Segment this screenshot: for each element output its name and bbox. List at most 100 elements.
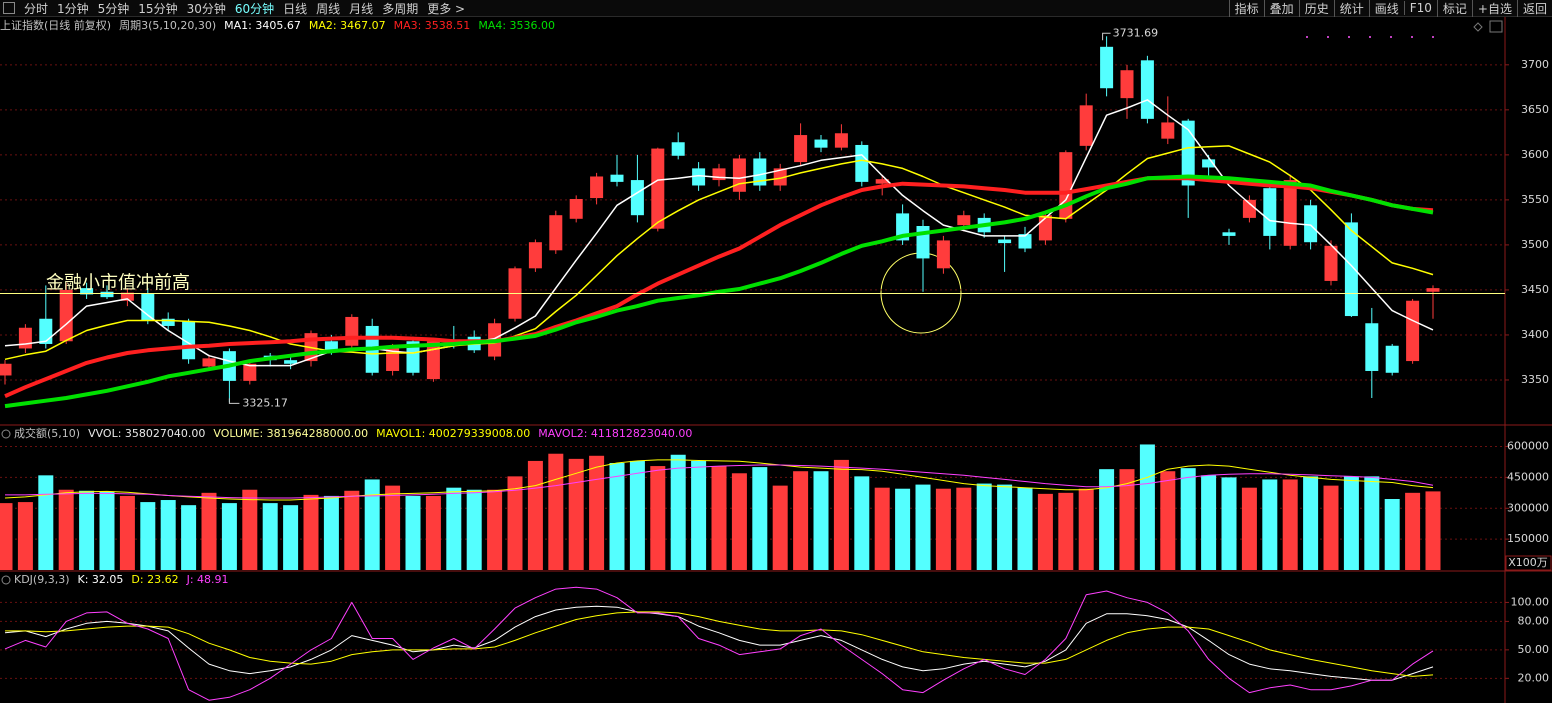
volume-bar [1119,469,1135,570]
volume-bar [201,492,217,570]
candle-body [1344,222,1358,317]
y-tick-label: 50.00 [1518,643,1550,656]
volume-bar [935,488,951,570]
tool-button[interactable]: 画线 [1368,0,1404,17]
candle-body [732,158,746,192]
series-line [4,174,1434,409]
candle-body [1161,122,1175,139]
volume-bar [548,453,564,570]
volume-bar [58,489,74,570]
tool-button[interactable]: 指标 [1228,0,1264,17]
candle-body [1426,288,1440,292]
candle-body [202,358,216,367]
volume-bar [1017,487,1033,570]
volume-bar [99,491,115,570]
volume-bar [691,460,707,570]
header-label: VVOL: 358027040.00 [88,427,205,440]
candle-body [671,142,685,156]
volume-bar [1241,487,1257,570]
volume-bar [507,476,523,570]
candle-body [120,292,134,301]
candle-body [141,293,155,321]
candle-body [1222,232,1236,236]
volume-bar [1221,477,1237,570]
series-line [4,586,1434,701]
volume-bar [527,460,543,570]
volume-bar [650,466,666,570]
period-tab[interactable]: 周线 [316,1,341,16]
volume-bar [487,489,503,570]
y-tick-label: 3350 [1521,373,1549,386]
tool-button[interactable]: 叠加 [1263,0,1299,17]
period-tab[interactable]: 5分钟 [97,1,130,16]
menu-icon[interactable] [3,2,15,14]
y-tick-label: 3700 [1521,58,1549,71]
y-tick-label: 600000 [1507,440,1549,453]
y-tick-label: 3650 [1521,103,1549,116]
volume-bar [833,459,849,570]
y-tick-label: 3450 [1521,283,1549,296]
volume-bar [1139,444,1155,570]
series-line [5,464,1434,499]
candle-body [794,135,808,163]
tool-button[interactable]: 历史 [1298,0,1334,17]
candle-body [324,341,338,352]
volume-bar [1364,476,1380,570]
volume-bar [609,462,625,570]
period-tab[interactable]: 更多 > [427,1,466,16]
candle-body [1202,159,1216,168]
volume-bar [731,473,747,570]
period-tab[interactable]: 月线 [349,1,374,16]
y-tick-label: 3400 [1521,328,1549,341]
header-label: MA4: 3536.00 [478,19,555,32]
candle-body [1283,180,1297,246]
header-label: VOLUME: 381964288000.00 [213,427,368,440]
period-tab[interactable]: 日线 [283,1,308,16]
candle-body [610,174,624,182]
header-label: MA2: 3467.07 [309,19,386,32]
volume-bar [425,495,441,570]
tool-button[interactable]: 统计 [1333,0,1369,17]
header-label: D: 23.62 [131,573,178,586]
period-tab[interactable]: 30分钟 [186,1,226,16]
period-tabs: 分时 1分钟 5分钟 15分钟 30分钟 60分钟 日线 周线 月线 多周期 更多 > [0,0,474,16]
candle-body [834,133,848,148]
candle-body [1406,300,1420,362]
period-tab[interactable]: 15分钟 [138,1,178,16]
tool-button[interactable]: +自选 [1471,0,1517,17]
candle-body [1242,199,1256,218]
tool-button[interactable]: F10 [1403,1,1437,15]
candle-body [753,158,767,186]
candle-body [345,316,359,346]
series-line [5,611,1434,677]
volume-bar [1160,471,1176,570]
volume-bar [446,487,462,570]
candle-body [243,363,257,381]
header-label: MA1: 3405.67 [224,19,301,32]
period-tab[interactable]: 60分钟 [234,1,275,16]
volume-bar [242,489,258,570]
tool-button[interactable]: 返回 [1516,0,1552,17]
volume-bar [1058,492,1074,570]
panel-button[interactable] [1489,20,1503,33]
y-tick-label: 450000 [1507,470,1549,483]
header-label: MAVOL2: 411812823040.00 [538,427,692,440]
period-tab[interactable]: 多周期 [382,1,419,16]
header-label: 周期3(5,10,20,30) [119,19,216,32]
y-tick-label: 300000 [1507,501,1549,514]
period-tab[interactable]: 1分钟 [57,1,89,16]
tool-button[interactable]: 标记 [1436,0,1472,17]
volume-bar [915,484,931,570]
period-tab[interactable]: 分时 [24,1,49,16]
volume-bar [997,484,1013,570]
volume-bar [466,489,482,570]
header-label: J: 48.91 [186,573,229,586]
candle-body [630,180,644,216]
candle-body [957,215,971,226]
volume-bar [956,487,972,570]
series-line [4,176,1434,399]
diamond-icon[interactable] [1473,22,1483,32]
candle-body [936,240,950,269]
volume-bar [262,503,278,570]
